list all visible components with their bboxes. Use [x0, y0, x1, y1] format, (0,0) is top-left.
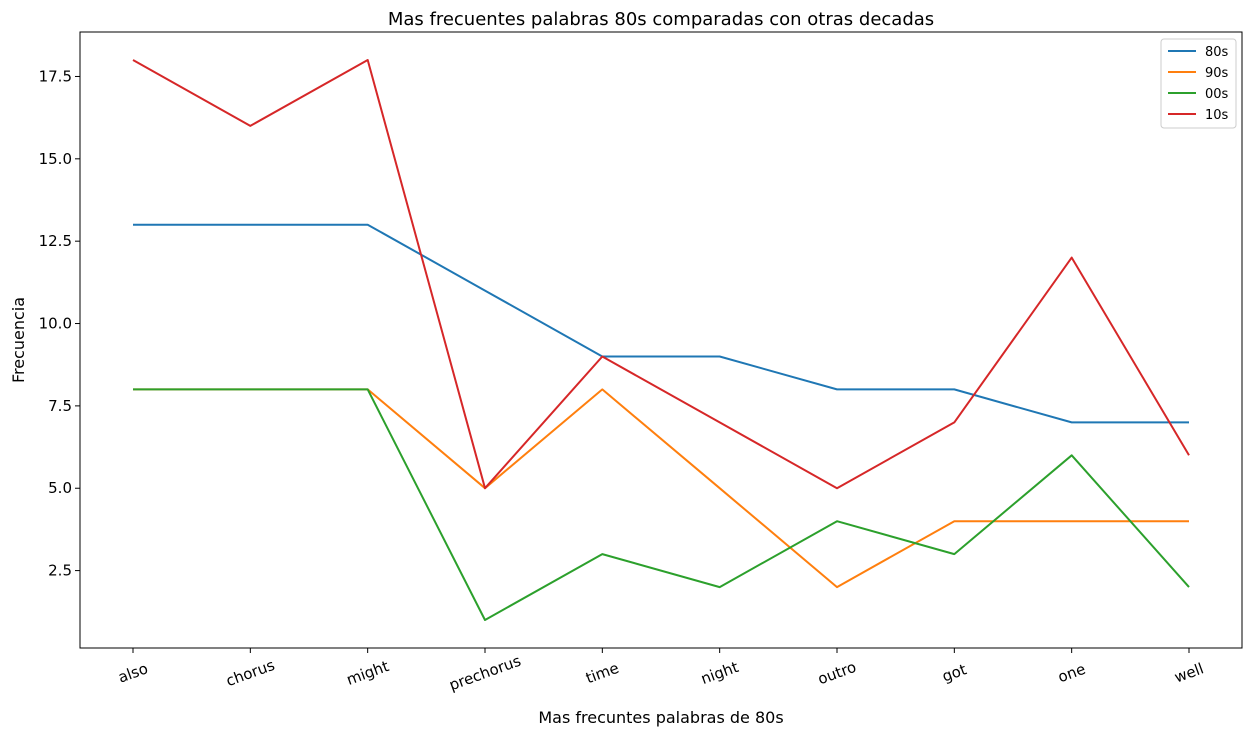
y-tick-label: 2.5 [48, 562, 72, 580]
x-tick-label: night [698, 658, 741, 688]
x-tick-label: got [940, 660, 969, 685]
x-axis-label: Mas frecuntes palabras de 80s [538, 708, 783, 727]
legend-label: 10s [1205, 108, 1229, 123]
x-tick-label: well [1172, 659, 1206, 686]
y-tick-label: 5.0 [48, 479, 72, 497]
legend-label: 90s [1205, 66, 1229, 81]
y-tick-label: 7.5 [48, 397, 72, 415]
y-tick-label: 12.5 [39, 232, 72, 250]
series-line-00s [133, 388, 1190, 621]
x-tick-label: chorus [224, 656, 278, 690]
x-tick-label: might [344, 657, 391, 689]
x-axis-ticks: also chorus might prechorus time night outro go… [116, 648, 1206, 694]
x-tick-label: outro [815, 658, 858, 688]
y-tick-label: 15.0 [39, 150, 72, 168]
x-tick-label: prechorus [447, 652, 524, 695]
series-lines [132, 59, 1190, 621]
legend: 80s 90s 00s 10s [1160, 38, 1237, 129]
y-tick-label: 17.5 [39, 67, 72, 85]
legend-label: 80s [1205, 45, 1229, 60]
chart-title: Mas frecuentes palabras 80s comparadas c… [388, 9, 934, 30]
x-tick-label: one [1055, 660, 1087, 686]
legend-box [1160, 38, 1237, 129]
y-axis-label: Frecuencia [9, 297, 28, 383]
series-line-80s [133, 223, 1189, 424]
plot-area [79, 31, 1243, 649]
legend-label: 00s [1205, 87, 1229, 102]
series-line-10s [132, 59, 1190, 490]
y-axis-ticks: 2.5 5.0 7.5 10.0 12.5 15.0 17.5 [39, 67, 80, 580]
y-tick-label: 10.0 [39, 315, 72, 333]
x-tick-label: time [583, 659, 621, 688]
x-tick-label: also [116, 659, 151, 686]
